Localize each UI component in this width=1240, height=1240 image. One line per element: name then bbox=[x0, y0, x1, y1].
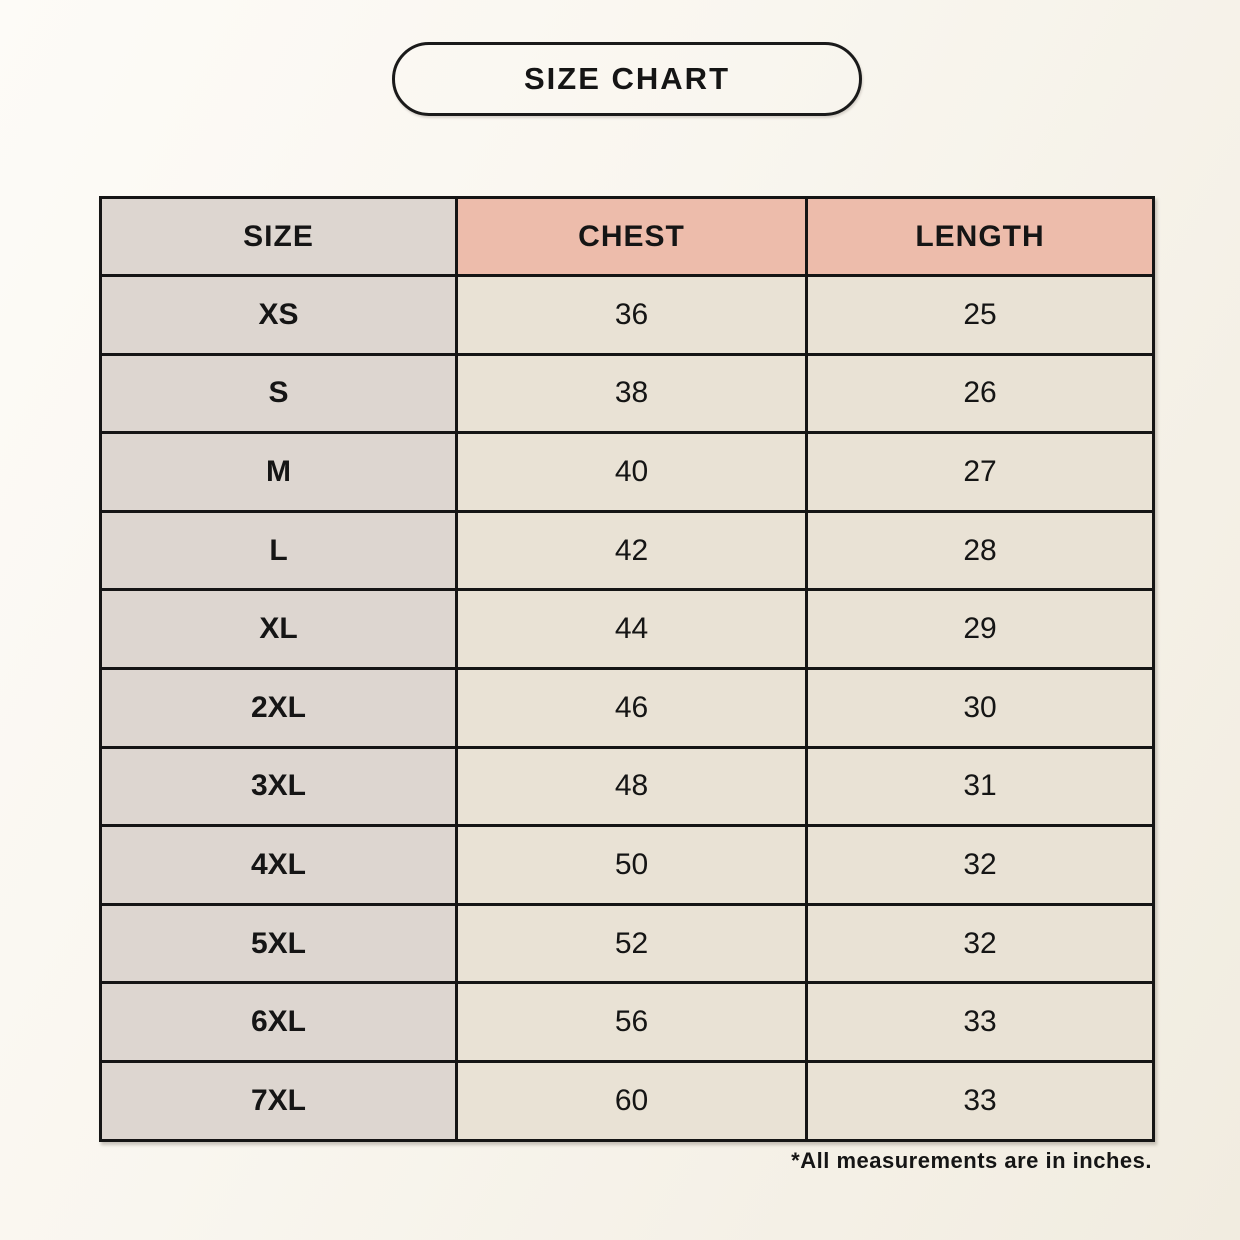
table-row-5xl: 5XL 52 32 bbox=[99, 902, 1155, 985]
size-label: 5XL bbox=[99, 902, 458, 985]
size-label: 4XL bbox=[99, 824, 458, 906]
length-value: 27 bbox=[805, 431, 1155, 513]
column-header-length: LENGTH bbox=[805, 196, 1155, 277]
table-row-s: S 38 26 bbox=[99, 352, 1155, 435]
table-row-l: L 42 28 bbox=[99, 509, 1155, 592]
title-pill: SIZE CHART bbox=[392, 42, 862, 116]
length-value: 28 bbox=[805, 509, 1155, 592]
chest-value: 44 bbox=[455, 588, 808, 670]
chest-value: 52 bbox=[455, 902, 808, 985]
chest-value: 42 bbox=[455, 509, 808, 592]
length-value: 25 bbox=[805, 274, 1155, 356]
table-row-2xl: 2XL 46 30 bbox=[99, 666, 1155, 749]
size-label: 3XL bbox=[99, 745, 458, 828]
table-row-xl: XL 44 29 bbox=[99, 588, 1155, 670]
table-row-m: M 40 27 bbox=[99, 431, 1155, 513]
table-row-7xl: 7XL 60 33 bbox=[99, 1059, 1155, 1142]
chest-value: 40 bbox=[455, 431, 808, 513]
length-value: 33 bbox=[805, 1059, 1155, 1142]
size-label: L bbox=[99, 509, 458, 592]
length-value: 29 bbox=[805, 588, 1155, 670]
size-label: S bbox=[99, 352, 458, 435]
column-header-chest: CHEST bbox=[455, 196, 808, 277]
table-row-xs: XS 36 25 bbox=[99, 274, 1155, 356]
chest-value: 38 bbox=[455, 352, 808, 435]
chest-value: 36 bbox=[455, 274, 808, 356]
page-title: SIZE CHART bbox=[524, 61, 730, 96]
table-row-4xl: 4XL 50 32 bbox=[99, 824, 1155, 906]
size-label: M bbox=[99, 431, 458, 513]
length-value: 26 bbox=[805, 352, 1155, 435]
size-label: XS bbox=[99, 274, 458, 356]
length-value: 31 bbox=[805, 745, 1155, 828]
size-label: 7XL bbox=[99, 1059, 458, 1142]
chest-value: 48 bbox=[455, 745, 808, 828]
table-row-6xl: 6XL 56 33 bbox=[99, 981, 1155, 1063]
table-row-3xl: 3XL 48 31 bbox=[99, 745, 1155, 828]
size-chart-table: SIZE CHEST LENGTH XS 36 25 S 38 26 M 40 … bbox=[99, 196, 1155, 1142]
chest-value: 56 bbox=[455, 981, 808, 1063]
size-label: XL bbox=[99, 588, 458, 670]
chest-value: 60 bbox=[455, 1059, 808, 1142]
chest-value: 50 bbox=[455, 824, 808, 906]
length-value: 32 bbox=[805, 902, 1155, 985]
measurements-footnote: *All measurements are in inches. bbox=[791, 1148, 1152, 1173]
table-header-row: SIZE CHEST LENGTH bbox=[99, 196, 1155, 277]
length-value: 32 bbox=[805, 824, 1155, 906]
size-label: 6XL bbox=[99, 981, 458, 1063]
chest-value: 46 bbox=[455, 666, 808, 749]
length-value: 30 bbox=[805, 666, 1155, 749]
size-label: 2XL bbox=[99, 666, 458, 749]
column-header-size: SIZE bbox=[99, 196, 458, 277]
length-value: 33 bbox=[805, 981, 1155, 1063]
